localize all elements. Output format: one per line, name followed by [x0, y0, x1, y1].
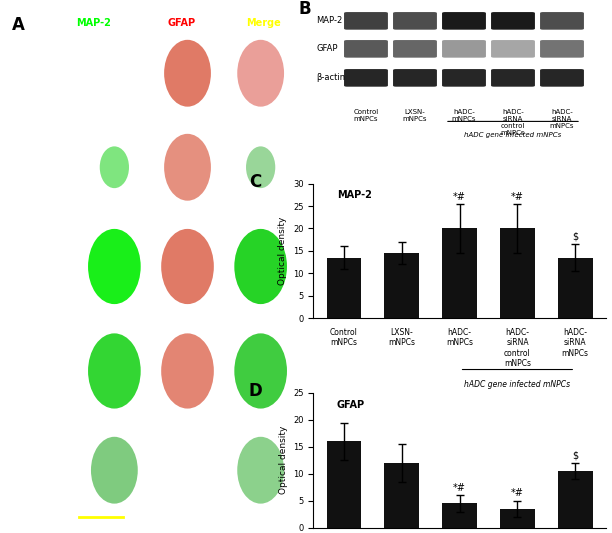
- Text: hADC
siRNA
mNPCs: hADC siRNA mNPCs: [12, 461, 48, 490]
- FancyBboxPatch shape: [540, 69, 584, 87]
- Text: Control
mNPCs: Control mNPCs: [12, 58, 50, 78]
- Text: hADC gene infected mNPCs: hADC gene infected mNPCs: [465, 132, 562, 138]
- Text: *#: *#: [511, 488, 524, 498]
- Text: GFAP: GFAP: [337, 400, 365, 410]
- Text: LXSN-
mNPCs: LXSN- mNPCs: [403, 109, 427, 122]
- Text: MAP-2: MAP-2: [316, 17, 343, 26]
- Ellipse shape: [237, 40, 284, 107]
- FancyBboxPatch shape: [442, 40, 486, 58]
- FancyBboxPatch shape: [344, 12, 388, 30]
- Text: D: D: [249, 382, 263, 400]
- FancyBboxPatch shape: [344, 69, 388, 87]
- Text: GFAP: GFAP: [168, 19, 196, 28]
- FancyBboxPatch shape: [442, 69, 486, 87]
- Text: Control
mNPCs: Control mNPCs: [353, 109, 379, 122]
- Bar: [500, 229, 535, 318]
- FancyBboxPatch shape: [393, 12, 437, 30]
- FancyBboxPatch shape: [491, 12, 535, 30]
- Ellipse shape: [237, 437, 284, 504]
- Text: GFAP: GFAP: [316, 44, 338, 53]
- Text: hADC-
siRNA
mNPCs: hADC- siRNA mNPCs: [550, 109, 574, 129]
- Text: LXSN
mNPCs: LXSN mNPCs: [12, 152, 48, 172]
- Text: *#: *#: [453, 483, 466, 492]
- Text: β-actin: β-actin: [316, 74, 345, 83]
- Bar: [442, 503, 477, 528]
- Text: C: C: [249, 173, 261, 191]
- Bar: [327, 441, 361, 528]
- FancyBboxPatch shape: [344, 40, 388, 58]
- FancyBboxPatch shape: [393, 69, 437, 87]
- FancyBboxPatch shape: [442, 12, 486, 30]
- Text: hADC
mNPCs: hADC mNPCs: [12, 257, 48, 276]
- Ellipse shape: [164, 40, 211, 107]
- Ellipse shape: [246, 147, 275, 188]
- Text: hADC gene infected mNPCs: hADC gene infected mNPCs: [465, 381, 570, 389]
- FancyBboxPatch shape: [540, 12, 584, 30]
- Y-axis label: Optical density: Optical density: [278, 426, 288, 495]
- Bar: [442, 229, 477, 318]
- Ellipse shape: [164, 134, 211, 201]
- Text: *#: *#: [511, 191, 524, 201]
- Bar: [384, 253, 419, 318]
- FancyBboxPatch shape: [540, 40, 584, 58]
- Text: B: B: [299, 0, 312, 18]
- Bar: [558, 257, 592, 318]
- Text: Merge: Merge: [246, 19, 281, 28]
- Text: *#: *#: [453, 191, 466, 201]
- Text: hADC-
siRNA
control
mNPCs: hADC- siRNA control mNPCs: [501, 109, 525, 136]
- Text: A: A: [12, 16, 25, 34]
- Text: $: $: [572, 450, 578, 461]
- Bar: [384, 463, 419, 528]
- Ellipse shape: [161, 333, 214, 409]
- Ellipse shape: [88, 333, 141, 409]
- Text: hADC-
mNPCs: hADC- mNPCs: [452, 109, 476, 122]
- FancyBboxPatch shape: [393, 40, 437, 58]
- Ellipse shape: [100, 147, 129, 188]
- Bar: [558, 471, 592, 528]
- Text: MAP-2: MAP-2: [337, 190, 371, 200]
- Text: $: $: [572, 232, 578, 242]
- Ellipse shape: [234, 333, 287, 409]
- Ellipse shape: [91, 437, 138, 504]
- Ellipse shape: [88, 229, 141, 304]
- Bar: [500, 509, 535, 528]
- Text: hADC
siRNA
control
mNPCs: hADC siRNA control mNPCs: [12, 361, 48, 401]
- FancyBboxPatch shape: [491, 40, 535, 58]
- Text: MAP-2: MAP-2: [76, 19, 111, 28]
- Ellipse shape: [234, 229, 287, 304]
- Y-axis label: Optical density: Optical density: [278, 217, 288, 285]
- Ellipse shape: [161, 229, 214, 304]
- FancyBboxPatch shape: [491, 69, 535, 87]
- Bar: [327, 257, 361, 318]
